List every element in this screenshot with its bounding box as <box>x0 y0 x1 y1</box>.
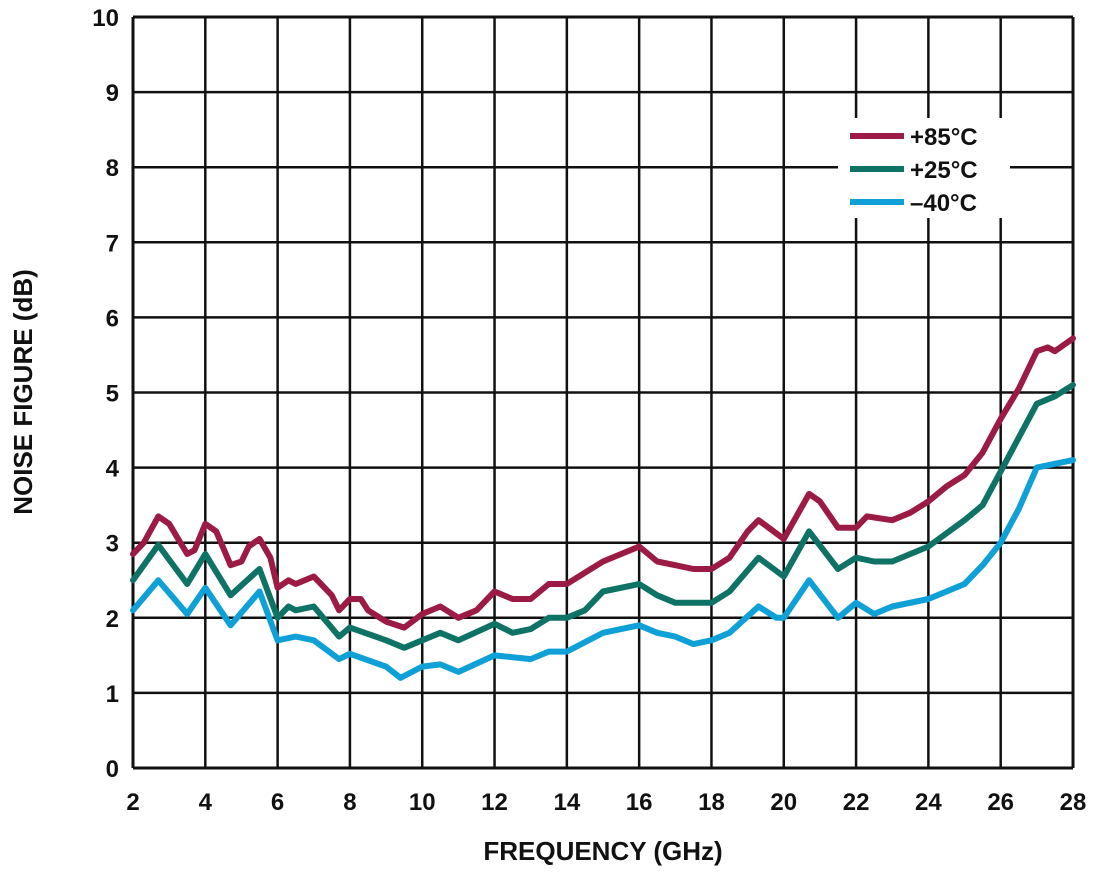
legend-label: +25°C <box>910 157 978 184</box>
y-tick-label: 0 <box>106 756 119 783</box>
x-tick-label: 20 <box>770 789 797 816</box>
x-tick-label: 6 <box>271 789 284 816</box>
x-tick-label: 28 <box>1060 789 1087 816</box>
y-tick-label: 10 <box>92 5 119 32</box>
x-tick-label: 22 <box>843 789 870 816</box>
x-tick-label: 24 <box>915 789 942 816</box>
y-tick-label: 6 <box>106 305 119 332</box>
y-tick-label: 8 <box>106 155 119 182</box>
series-line-2 <box>130 457 1076 681</box>
legend: +85°C +25°C –40°C <box>838 118 1010 218</box>
y-axis-label: NOISE FIGURE (dB) <box>8 269 38 515</box>
x-axis-label: FREQUENCY (GHz) <box>483 836 722 866</box>
series-line-0 <box>130 335 1076 631</box>
x-tick-label: 10 <box>409 789 436 816</box>
x-tick-label: 4 <box>199 789 213 816</box>
x-tick-label: 2 <box>126 789 139 816</box>
legend-label: +85°C <box>910 124 978 151</box>
legend-label: –40°C <box>910 190 977 217</box>
y-tick-label: 4 <box>106 456 120 483</box>
y-tick-label: 7 <box>106 230 119 257</box>
y-tick-label: 1 <box>106 681 119 708</box>
x-tick-label: 26 <box>987 789 1014 816</box>
series-line-1 <box>130 382 1076 651</box>
series-lines <box>130 335 1076 681</box>
y-tick-label: 3 <box>106 531 119 558</box>
y-tick-label: 9 <box>106 80 119 107</box>
x-tick-label: 16 <box>626 789 653 816</box>
x-tick-label: 18 <box>698 789 725 816</box>
x-tick-label: 12 <box>481 789 508 816</box>
y-tick-label: 2 <box>106 606 119 633</box>
y-tick-label: 5 <box>106 381 119 408</box>
x-tick-label: 14 <box>553 789 580 816</box>
x-tick-label: 8 <box>343 789 356 816</box>
